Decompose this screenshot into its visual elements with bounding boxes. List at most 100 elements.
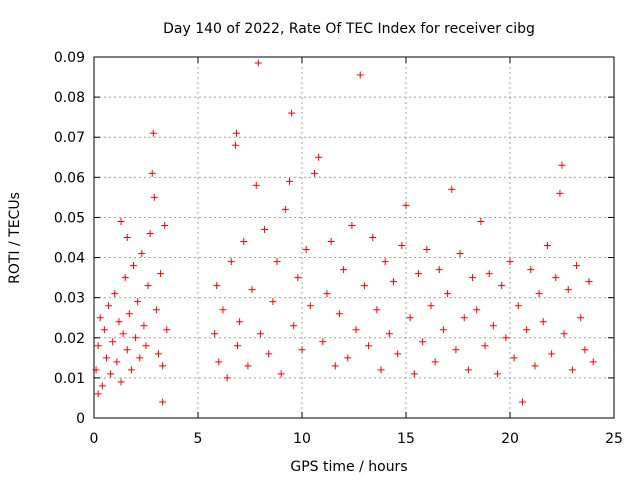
data-point: [100, 326, 108, 334]
data-point: [215, 358, 223, 366]
data-point: [288, 109, 296, 117]
data-point: [125, 310, 133, 318]
data-point: [134, 298, 142, 306]
y-tick-label: 0.08: [54, 90, 85, 106]
data-point: [352, 326, 360, 334]
x-tick-label: 25: [605, 431, 623, 447]
data-point: [560, 330, 568, 338]
data-point: [477, 217, 485, 225]
data-point: [315, 153, 323, 161]
data-point: [456, 250, 464, 258]
data-point: [556, 189, 564, 197]
data-point: [469, 274, 477, 282]
data-point: [132, 334, 140, 342]
data-point: [585, 278, 593, 286]
data-point: [269, 298, 277, 306]
data-point: [236, 318, 244, 326]
data-point: [494, 370, 502, 378]
data-point: [211, 330, 219, 338]
data-point: [231, 141, 239, 149]
data-point: [498, 282, 506, 290]
data-point: [240, 238, 248, 246]
data-point: [281, 205, 289, 213]
data-point: [414, 270, 422, 278]
data-points: [92, 59, 597, 406]
data-point: [154, 350, 162, 358]
data-point: [360, 282, 368, 290]
data-point: [213, 282, 221, 290]
y-axis-label: ROTI / TECUs: [7, 192, 23, 284]
data-point: [113, 358, 121, 366]
data-point: [234, 342, 242, 350]
x-tick-label: 5: [194, 431, 203, 447]
data-point: [157, 270, 165, 278]
x-tick-label: 0: [90, 431, 99, 447]
grid: [94, 57, 614, 418]
data-point: [130, 262, 138, 270]
data-point: [298, 346, 306, 354]
data-point: [406, 314, 414, 322]
data-point: [117, 378, 125, 386]
data-point: [518, 398, 526, 406]
data-point: [398, 242, 406, 250]
data-point: [581, 346, 589, 354]
data-point: [448, 185, 456, 193]
data-point: [161, 221, 169, 229]
data-point: [356, 71, 364, 79]
data-point: [543, 242, 551, 250]
data-point: [102, 354, 110, 362]
data-point: [327, 238, 335, 246]
data-point: [232, 129, 240, 137]
data-point: [531, 362, 539, 370]
data-point: [136, 354, 144, 362]
data-point: [464, 366, 472, 374]
data-point: [365, 342, 373, 350]
data-point: [381, 258, 389, 266]
data-point: [514, 302, 522, 310]
data-point: [148, 169, 156, 177]
data-point: [444, 290, 452, 298]
data-point: [146, 229, 154, 237]
data-point: [435, 266, 443, 274]
data-point: [149, 129, 157, 137]
data-point: [294, 274, 302, 282]
data-point: [344, 354, 352, 362]
data-point: [348, 221, 356, 229]
x-tick-label: 15: [397, 431, 415, 447]
data-point: [377, 366, 385, 374]
data-point: [94, 390, 102, 398]
y-tick-label: 0.07: [54, 130, 85, 146]
data-point: [385, 330, 393, 338]
data-point: [115, 318, 123, 326]
data-point: [142, 342, 150, 350]
data-point: [152, 306, 160, 314]
data-point: [117, 217, 125, 225]
data-point: [107, 370, 115, 378]
data-point: [121, 274, 129, 282]
y-tick-label: 0: [76, 411, 85, 427]
data-point: [390, 278, 398, 286]
data-point: [163, 326, 171, 334]
data-point: [423, 246, 431, 254]
data-point: [261, 225, 269, 233]
data-point: [227, 258, 235, 266]
data-point: [402, 201, 410, 209]
y-tick-label: 0.09: [54, 50, 85, 66]
data-point: [431, 358, 439, 366]
data-point: [573, 262, 581, 270]
data-point: [473, 306, 481, 314]
data-point: [265, 350, 273, 358]
data-point: [144, 282, 152, 290]
data-point: [123, 346, 131, 354]
data-point: [94, 342, 102, 350]
data-point: [558, 161, 566, 169]
x-axis-label: GPS time / hours: [290, 459, 407, 475]
plot-frame: [93, 56, 615, 419]
data-point: [577, 314, 585, 322]
data-point: [419, 338, 427, 346]
data-point: [373, 306, 381, 314]
data-point: [340, 266, 348, 274]
y-tick-label: 0.06: [54, 170, 85, 186]
data-point: [219, 306, 227, 314]
data-point: [159, 362, 167, 370]
